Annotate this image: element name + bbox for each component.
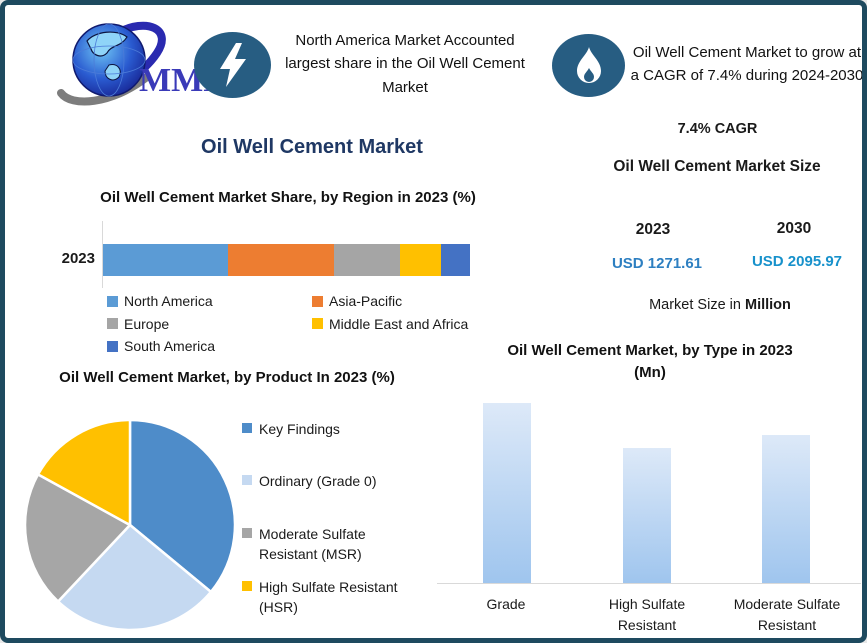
product-pie [23,418,237,632]
type-bar-label-msr: Moderate Sulfate Resistant [733,596,841,633]
unit-note: Market Size in Million [595,297,845,313]
legend-label: Europe [124,315,170,332]
type-bar-label-hsr: High Sulfate Resistant [608,596,686,633]
type-chart-title: Oil Well Cement Market, by Type in 2023 … [507,342,793,381]
legend-swatch [107,318,118,330]
banner-text-cagr: Oil Well Cement Market to grow at a CAGR… [630,43,864,84]
flame-icon [552,34,625,97]
legend-swatch [312,295,323,307]
region-bar-segment [400,244,441,276]
legend-label: Asia-Pacific [329,293,403,310]
pie-slice [128,418,237,594]
legend-label: South America [124,338,216,355]
legend-item-europe: Europe [107,313,312,336]
region-bar-segment [334,244,401,276]
type-bar [483,403,531,583]
legend-label: Ordinary (Grade 0) [259,473,377,490]
year-end: 2030 [776,220,812,237]
legend-label: Moderate Sulfate Resistant (MSR) [259,525,366,562]
legend-label: Middle East and Africa [329,315,469,332]
legend-swatch [107,295,118,307]
legend-item-asia-pacific: Asia-Pacific [312,290,487,313]
legend-item-key-findings: Key Findings [242,419,447,439]
pie-slice [23,473,132,603]
region-chart-title: Oil Well Cement Market Share, by Region … [100,189,476,206]
page-title: Oil Well Cement Market [201,136,423,158]
region-category-label: 2023 [61,250,95,267]
legend-label: Key Findings [259,421,340,437]
unit-bold: Million [744,297,791,313]
legend-swatch [242,581,252,592]
region-legend: North America Asia-Pacific Europe Middle… [107,290,487,358]
legend-item-msr: Moderate Sulfate Resistant (MSR) [242,524,447,565]
region-bar-segment [440,244,470,276]
unit-prefix: Market Size in [649,297,745,313]
type-bar [762,435,810,583]
legend-label: High Sulfate Resistant (HSR) [259,579,398,616]
type-bar-plot [437,399,861,584]
type-bar-label-grade: Grade [486,596,526,612]
market-value-2030: USD 2095.97 [751,253,843,270]
legend-swatch [107,340,118,352]
region-bar-segment [103,244,228,276]
legend-item-hsr: High Sulfate Resistant (HSR) [242,577,447,618]
banner-text-north-america: North America Market Accounted largest s… [285,32,525,96]
legend-item-north-america: North America [107,290,312,313]
market-size-title: Oil Well Cement Market Size [613,158,821,175]
legend-swatch [312,318,323,330]
legend-label: North America [124,293,213,310]
pie-chart-title: Oil Well Cement Market, by Product In 20… [59,369,395,386]
legend-swatch [242,423,252,433]
pie-chart [18,413,242,637]
legend-item-ordinary: Ordinary (Grade 0) [242,471,447,491]
year-start: 2023 [635,221,671,238]
pie-legend: Key Findings Ordinary (Grade 0) Moderate… [242,417,447,618]
region-stacked-bar [103,244,470,276]
legend-item-south-america: South America [107,335,312,358]
region-axis-line [102,221,103,288]
mmr-logo: MMR [51,15,228,113]
legend-swatch [242,475,252,486]
cagr-headline: 7.4% CAGR [677,121,758,137]
type-bar [623,448,671,583]
legend-swatch [242,527,252,538]
region-bar-segment [227,244,335,276]
lightning-icon [194,32,271,98]
pie-slice [36,418,132,527]
globe-icon: MMR [57,21,228,106]
pie-slice [56,523,213,632]
market-value-2023: USD 1271.61 [611,255,703,272]
legend-item-middle-east-africa: Middle East and Africa [312,313,487,336]
